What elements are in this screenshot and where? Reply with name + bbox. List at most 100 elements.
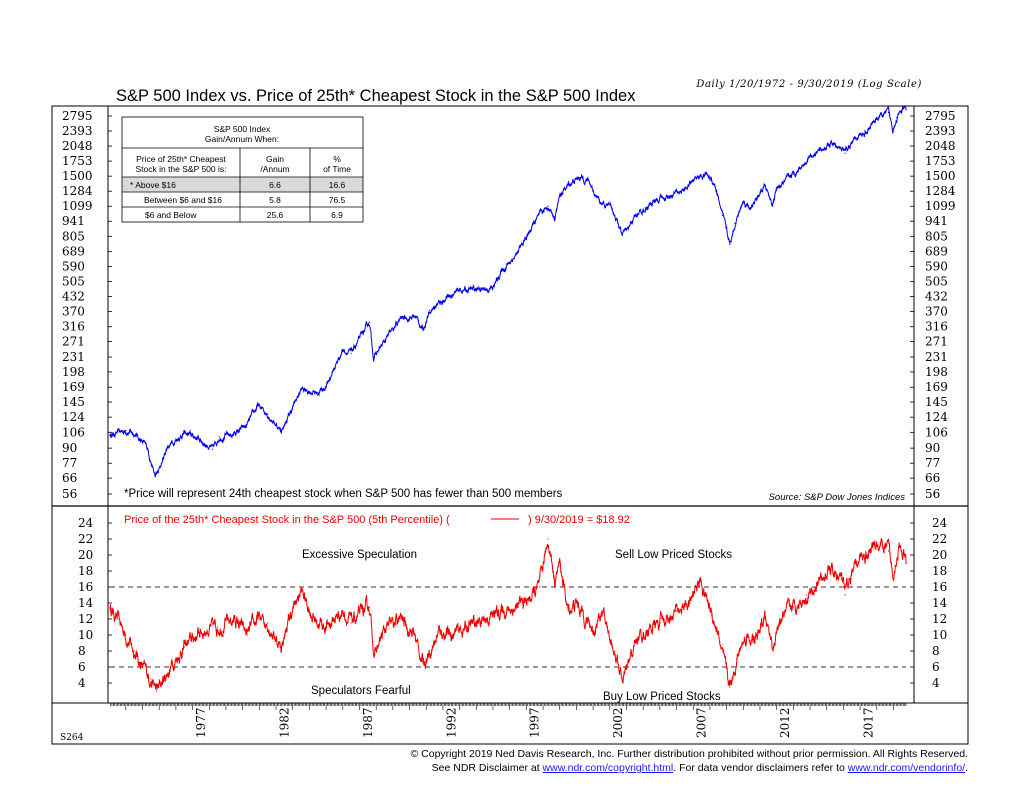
sp500-point: [350, 352, 352, 354]
cheap-stock-point: [707, 602, 709, 604]
sp500-point: [475, 288, 477, 290]
stats-table-box: [121, 116, 364, 223]
sp500-point: [851, 143, 853, 145]
stats-title-line2: Gain/Annum When:: [205, 134, 279, 144]
top-y-tick-label-left: 106: [62, 425, 85, 439]
top-y-tick-label-right: 2795: [925, 109, 956, 123]
sp500-point: [650, 202, 653, 205]
sp500-point: [400, 317, 402, 319]
copyright-link[interactable]: www.ndr.com/copyright.html: [542, 762, 674, 774]
x-tick-label: 2017: [861, 707, 875, 738]
top-y-tick-label-right: 505: [925, 274, 948, 288]
sp500-point: [809, 155, 811, 157]
sp500-point: [567, 184, 569, 186]
sp500-point: [887, 111, 890, 113]
sp500-point: [300, 388, 302, 391]
cheap-stock-point: [585, 618, 588, 620]
top-y-tick-label-left: 2048: [62, 139, 93, 153]
sp500-point: [684, 188, 686, 190]
bottom-y-tick-label-right: 12: [932, 612, 947, 626]
sp500-point: [500, 270, 502, 272]
top-y-tick-label-right: 198: [925, 365, 948, 379]
annotation-excessive-speculation: Excessive Speculation: [302, 549, 417, 561]
cheap-stock-point: [724, 666, 726, 668]
cheap-stock-point: [627, 666, 629, 668]
sp500-point: [776, 189, 778, 191]
bottom-y-tick-label-left: 6: [78, 660, 86, 674]
x-tick-label: 1982: [277, 707, 291, 738]
bottom-y-tick-label-left: 12: [78, 612, 93, 626]
cheap-stock-point: [373, 654, 376, 656]
sp500-point: [587, 179, 589, 181]
x-axis: 1977 1982 1987 1992 1997 2002 2007 2012 2017: [110, 703, 907, 738]
sp500-point: [892, 128, 894, 130]
reference-lines: [110, 586, 906, 668]
cheap-stock-point: [429, 650, 431, 652]
stats-col3-header-line2: of Time: [323, 164, 351, 174]
sp500-point: [218, 436, 220, 438]
sp500-point: [197, 437, 199, 439]
disclaimer-line: See NDR Disclaimer at www.ndr.com/copyri…: [432, 762, 968, 774]
cheap-stock-point: [500, 610, 502, 612]
sp500-point: [696, 176, 698, 179]
top-y-tick-label-left: 77: [62, 456, 77, 470]
stats-row-label: * Above $16: [130, 180, 176, 190]
sp500-point: [559, 195, 561, 197]
stats-row-pct: 16.6: [329, 180, 346, 190]
cheap-stock-point: [729, 686, 731, 688]
sp500-point: [592, 189, 594, 191]
top-y-tick-label-right: 145: [925, 395, 948, 409]
cheap-stock-point: [350, 622, 352, 624]
top-y-tick-label-left: 56: [62, 487, 77, 501]
sp500-point: [167, 445, 169, 447]
sp500-point: [442, 299, 444, 301]
top-y-tick-label-right: 689: [925, 244, 948, 258]
vendorinfo-link[interactable]: www.ndr.com/vendorinfo/: [847, 762, 966, 774]
sp500-point: [154, 476, 156, 478]
sp500-point: [706, 173, 708, 175]
cheap-stock-point: [575, 602, 578, 604]
sp500-point: [792, 173, 795, 175]
cheap-stock-point: [887, 550, 890, 552]
top-y-tick-label-left: 66: [62, 471, 77, 485]
sp500-point: [135, 433, 137, 435]
cheap-stock-point: [280, 646, 282, 648]
stats-title-line1: S&P 500 Index: [214, 124, 271, 134]
sp500-point: [317, 391, 319, 394]
cheap-stock-point: [635, 638, 638, 640]
cheap-stock-point: [764, 618, 766, 620]
sp500-point: [230, 434, 232, 436]
cheap-stock-point: [313, 618, 315, 620]
cheap-stock-point: [746, 634, 748, 636]
cheap-stock-point: [125, 634, 127, 636]
bottom-y-tick-label-left: 16: [78, 580, 93, 594]
cheap-stock-point: [200, 630, 202, 632]
top-y-tick-label-left: 169: [62, 380, 85, 394]
x-tick-label: 1977: [194, 707, 208, 738]
cheap-stock-point: [288, 618, 290, 620]
sp500-point: [579, 176, 581, 179]
top-y-tick-label-left: 271: [62, 335, 85, 349]
top-y-tick-label-right: 56: [925, 487, 940, 501]
sp500-point: [721, 214, 724, 216]
source-label: Source: S&P Dow Jones Indices: [769, 492, 906, 503]
top-y-tick-label-left: 2393: [62, 124, 93, 138]
top-y-tick-label-right: 432: [925, 289, 948, 303]
cheap-stock-point: [413, 634, 416, 636]
top-y-tick-label-right: 1284: [925, 184, 956, 198]
sp500-point: [725, 227, 727, 229]
annotation-sell-low-priced: Sell Low Priced Stocks: [615, 549, 732, 561]
cheap-stock-point: [300, 590, 302, 592]
bottom-y-tick-label-right: 16: [932, 580, 947, 594]
sp500-point: [368, 321, 371, 324]
stats-row-gain: 6.6: [269, 180, 281, 190]
cheap-stock-point: [567, 610, 569, 612]
sp500-point: [285, 421, 287, 423]
sp500-point: [771, 203, 774, 205]
sp500-point: [729, 243, 731, 246]
top-y-tick-label-left: 198: [62, 365, 85, 379]
cheap-stock-point: [614, 650, 616, 652]
bottom-y-tick-label-left: 24: [78, 516, 94, 530]
legend-value-text: ) 9/30/2019 = $18.92: [528, 514, 630, 526]
stats-row-label: $6 and Below: [145, 210, 197, 220]
